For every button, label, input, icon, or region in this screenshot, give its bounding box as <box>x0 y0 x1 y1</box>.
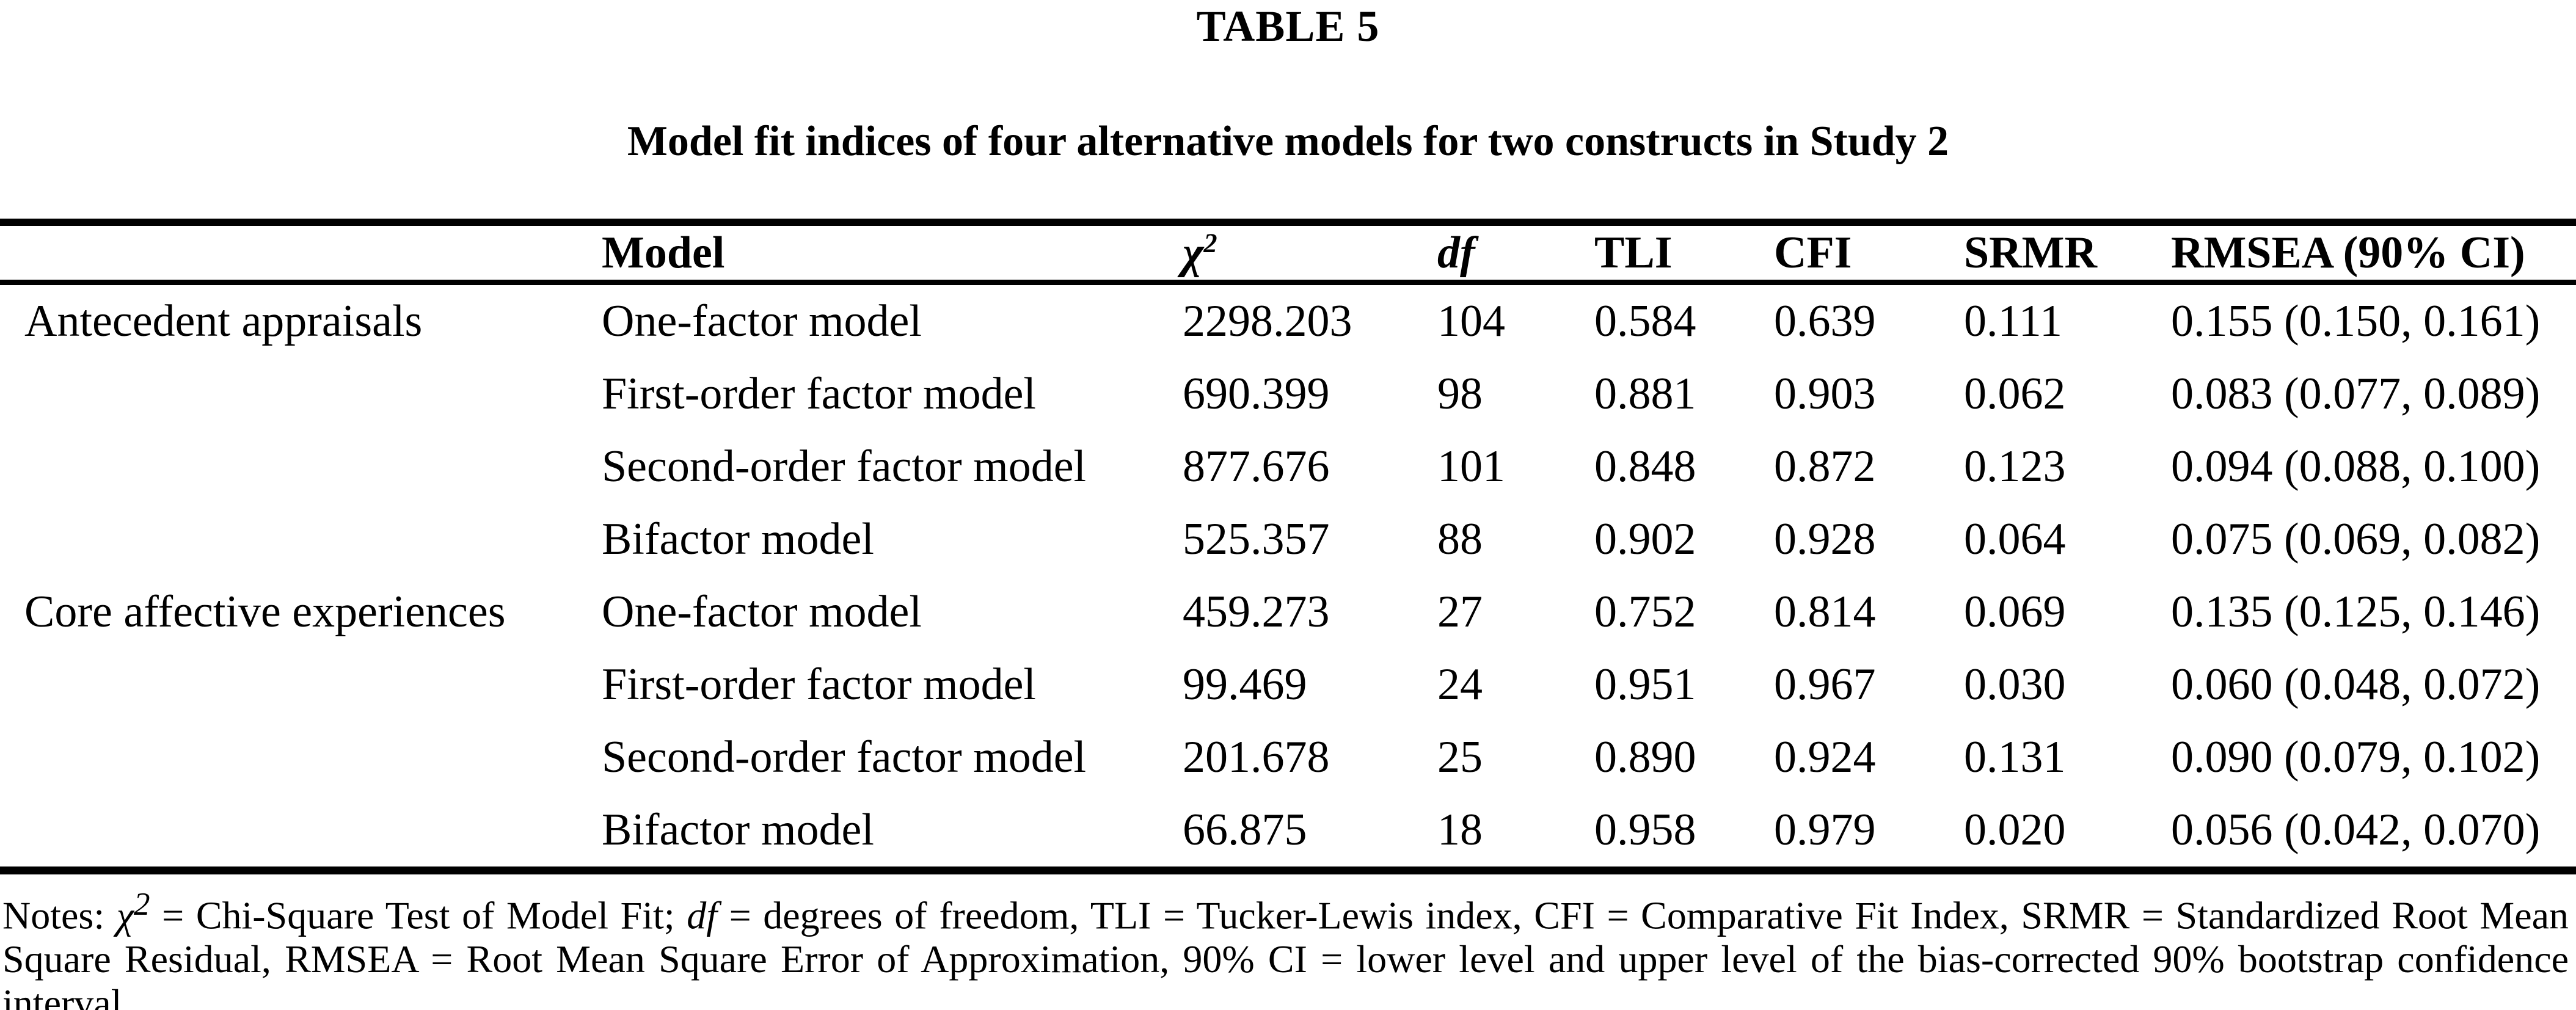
srmr-cell: 0.030 <box>1964 659 2066 710</box>
model-cell: Bifactor model <box>602 805 874 855</box>
header-row: Model χ2 df TLI CFI SRMR RMSEA (90% CI) <box>0 222 2576 285</box>
model-cell: Bifactor model <box>602 514 874 564</box>
model-cell: First-order factor model <box>602 659 1036 710</box>
table-row: First-order factor model 690.399 98 0.88… <box>0 358 2576 431</box>
model-cell: Second-order factor model <box>602 732 1087 782</box>
chi2-cell: 99.469 <box>1183 659 1307 710</box>
table-row: Bifactor model 66.875 18 0.958 0.979 0.0… <box>0 794 2576 871</box>
cfi-cell: 0.814 <box>1774 587 1876 637</box>
srmr-cell: 0.131 <box>1964 732 2066 782</box>
model-cell: First-order factor model <box>602 369 1036 419</box>
rmsea-cell: 0.094 (0.088, 0.100) <box>2171 441 2541 492</box>
chi-symbol: χ <box>1183 227 1204 278</box>
header-model: Model <box>602 222 1183 285</box>
table-row: First-order factor model 99.469 24 0.951… <box>0 649 2576 721</box>
srmr-cell: 0.064 <box>1964 514 2066 564</box>
header-construct <box>0 222 602 285</box>
notes-label: Notes: <box>2 893 117 937</box>
construct-cell <box>0 431 602 503</box>
table-row: Antecedent appraisals One-factor model 2… <box>0 283 2576 358</box>
cfi-cell: 0.903 <box>1774 369 1876 419</box>
tli-cell: 0.881 <box>1594 369 1696 419</box>
table-row: Core affective experiences One-factor mo… <box>0 576 2576 649</box>
df-cell: 104 <box>1437 296 1505 346</box>
cfi-cell: 0.872 <box>1774 441 1876 492</box>
table-number-label: TABLE 5 <box>1196 2 1380 51</box>
tli-cell: 0.752 <box>1594 587 1696 637</box>
df-cell: 88 <box>1437 514 1483 564</box>
header-rmsea: RMSEA (90% CI) <box>2171 222 2576 285</box>
rmsea-cell: 0.083 (0.077, 0.089) <box>2171 369 2541 419</box>
table-row: Second-order factor model 201.678 25 0.8… <box>0 721 2576 794</box>
construct-cell <box>0 503 602 576</box>
df-cell: 24 <box>1437 659 1483 710</box>
table-row: Bifactor model 525.357 88 0.902 0.928 0.… <box>0 503 2576 576</box>
header-df: df <box>1437 222 1594 285</box>
header-chi-square: χ2 <box>1183 222 1437 285</box>
srmr-cell: 0.020 <box>1964 805 2066 855</box>
model-fit-table: Model χ2 df TLI CFI SRMR RMSEA (90% CI) … <box>0 219 2576 874</box>
chi2-cell: 525.357 <box>1183 514 1330 564</box>
cfi-cell: 0.967 <box>1774 659 1876 710</box>
cfi-cell: 0.979 <box>1774 805 1876 855</box>
construct-cell: Core affective experiences <box>24 587 506 637</box>
model-cell: One-factor model <box>602 296 922 346</box>
chi-superscript: 2 <box>1203 227 1217 258</box>
srmr-cell: 0.111 <box>1964 296 2063 346</box>
tli-cell: 0.958 <box>1594 805 1696 855</box>
chi2-cell: 877.676 <box>1183 441 1330 492</box>
table-row: Second-order factor model 877.676 101 0.… <box>0 431 2576 503</box>
construct-cell <box>0 649 602 721</box>
tli-cell: 0.951 <box>1594 659 1696 710</box>
rmsea-cell: 0.090 (0.079, 0.102) <box>2171 732 2541 782</box>
table-notes: Notes: χ2 = Chi-Square Test of Model Fit… <box>0 882 2571 1010</box>
notes-chi-symbol: χ <box>116 893 134 937</box>
cfi-cell: 0.928 <box>1774 514 1876 564</box>
rmsea-cell: 0.060 (0.048, 0.072) <box>2171 659 2541 710</box>
tli-cell: 0.890 <box>1594 732 1696 782</box>
srmr-cell: 0.069 <box>1964 587 2066 637</box>
construct-cell <box>0 358 602 431</box>
notes-chi-superscript: 2 <box>133 885 150 922</box>
cfi-cell: 0.924 <box>1774 732 1876 782</box>
notes-segment: = Chi-Square Test of Model Fit; <box>150 893 687 937</box>
df-cell: 27 <box>1437 587 1483 637</box>
header-srmr: SRMR <box>1964 222 2171 285</box>
table-title: Model fit indices of four alternative mo… <box>627 118 1949 165</box>
chi2-cell: 2298.203 <box>1183 296 1352 346</box>
tli-cell: 0.902 <box>1594 514 1696 564</box>
header-cfi: CFI <box>1774 222 1964 285</box>
cfi-cell: 0.639 <box>1774 296 1876 346</box>
model-cell: One-factor model <box>602 587 922 637</box>
rmsea-cell: 0.056 (0.042, 0.070) <box>2171 805 2541 855</box>
df-cell: 98 <box>1437 369 1483 419</box>
df-cell: 18 <box>1437 805 1483 855</box>
df-cell: 101 <box>1437 441 1505 492</box>
notes-df-label: df <box>687 893 717 937</box>
chi2-cell: 201.678 <box>1183 732 1330 782</box>
construct-cell: Antecedent appraisals <box>24 296 423 346</box>
srmr-cell: 0.123 <box>1964 441 2066 492</box>
notes-segment: = degrees of freedom, TLI = Tucker-Lewis… <box>2 893 2569 1010</box>
construct-cell <box>0 721 602 794</box>
srmr-cell: 0.062 <box>1964 369 2066 419</box>
rmsea-cell: 0.135 (0.125, 0.146) <box>2171 587 2541 637</box>
header-tli: TLI <box>1594 222 1774 285</box>
construct-cell <box>0 794 602 871</box>
chi2-cell: 66.875 <box>1183 805 1307 855</box>
tli-cell: 0.584 <box>1594 296 1696 346</box>
model-cell: Second-order factor model <box>602 441 1087 492</box>
df-cell: 25 <box>1437 732 1483 782</box>
rmsea-cell: 0.075 (0.069, 0.082) <box>2171 514 2541 564</box>
chi2-cell: 459.273 <box>1183 587 1330 637</box>
tli-cell: 0.848 <box>1594 441 1696 492</box>
chi2-cell: 690.399 <box>1183 369 1330 419</box>
rmsea-cell: 0.155 (0.150, 0.161) <box>2171 296 2541 346</box>
